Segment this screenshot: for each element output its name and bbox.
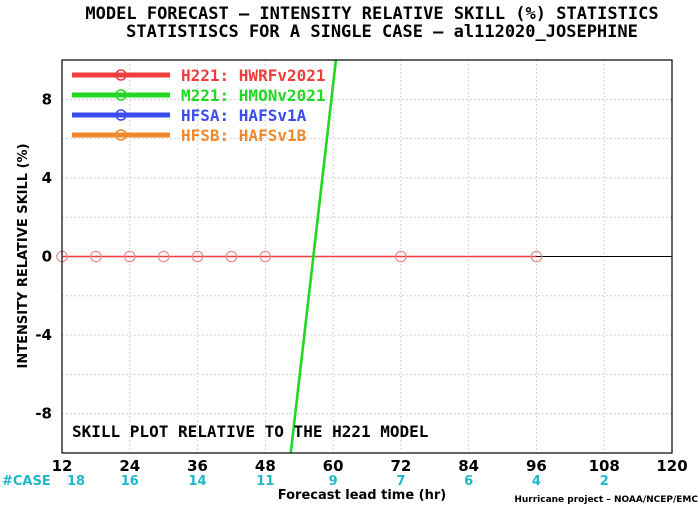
series-1-point: [395, 250, 407, 263]
x-tick-labels: 12 24 36 48 60 72 84 96 108 120: [52, 457, 688, 475]
case-count: 18: [67, 474, 85, 489]
series-1-point: [259, 250, 272, 263]
legend-marker-4: [115, 129, 127, 141]
case-count: 11: [256, 474, 274, 489]
legend-label-3: HFSA: HAFSv1A: [181, 106, 307, 125]
y-axis-label: INTENSITY RELATIVE SKILL (%): [16, 143, 31, 368]
x-tick-label: 72: [390, 457, 411, 475]
case-count: 6: [464, 474, 473, 489]
case-label: #CASE: [2, 474, 51, 489]
series-1-point: [530, 250, 543, 263]
series-1-point: [123, 250, 136, 263]
y-tick-labels: -8 -4 0 4 8: [35, 90, 52, 422]
chart-title: MODEL FORECAST – INTENSITY RELATIVE SKIL…: [85, 4, 658, 24]
y-tick-label: -8: [35, 405, 52, 423]
series-1-point: [225, 250, 238, 263]
case-count: 7: [396, 474, 405, 489]
series-1-point: [157, 250, 170, 263]
legend-marker-2: [115, 89, 127, 101]
case-count: 16: [121, 474, 139, 489]
y-tick-label: -4: [35, 326, 52, 344]
skill-annotation: SKILL PLOT RELATIVE TO THE H221 MODEL: [72, 422, 428, 441]
x-tick-label: 36: [187, 457, 208, 475]
legend-marker-1: [115, 69, 127, 81]
case-count: 2: [600, 474, 609, 489]
legend-label-4: HFSB: HAFSv1B: [181, 126, 307, 145]
case-count: 9: [329, 474, 338, 489]
x-tick-label: 24: [119, 457, 140, 475]
legend-label-1: H221: HWRFv2021: [181, 66, 326, 85]
case-count: 14: [189, 474, 207, 489]
series-1-point: [191, 250, 204, 263]
case-counts: 18 16 14 11 9 7 6 4 2: [67, 474, 609, 489]
x-axis-label: Forecast lead time (hr): [278, 488, 446, 503]
y-tick-label: 0: [42, 248, 52, 266]
x-tick-label: 108: [589, 457, 620, 475]
case-count: 4: [532, 474, 541, 489]
x-tick-label: 120: [656, 457, 687, 475]
x-tick-label: 48: [255, 457, 276, 475]
series-1-point: [90, 250, 102, 263]
y-tick-label: 8: [42, 90, 52, 108]
plot-frame: [61, 59, 673, 454]
legend-marker-3: [115, 109, 127, 121]
credit-text: Hurricane project – NOAA/NCEP/EMC: [514, 495, 698, 505]
legend-label-2: M221: HMONv2021: [181, 86, 326, 105]
x-tick-label: 84: [458, 457, 479, 475]
x-tick-label: 60: [323, 457, 344, 475]
x-tick-label: 96: [526, 457, 547, 475]
chart-subtitle: STATISTISCS FOR A SINGLE CASE – al112020…: [126, 22, 638, 42]
x-tick-label: 12: [52, 457, 73, 475]
y-tick-label: 4: [42, 169, 52, 187]
series-line-2: [289, 59, 338, 454]
